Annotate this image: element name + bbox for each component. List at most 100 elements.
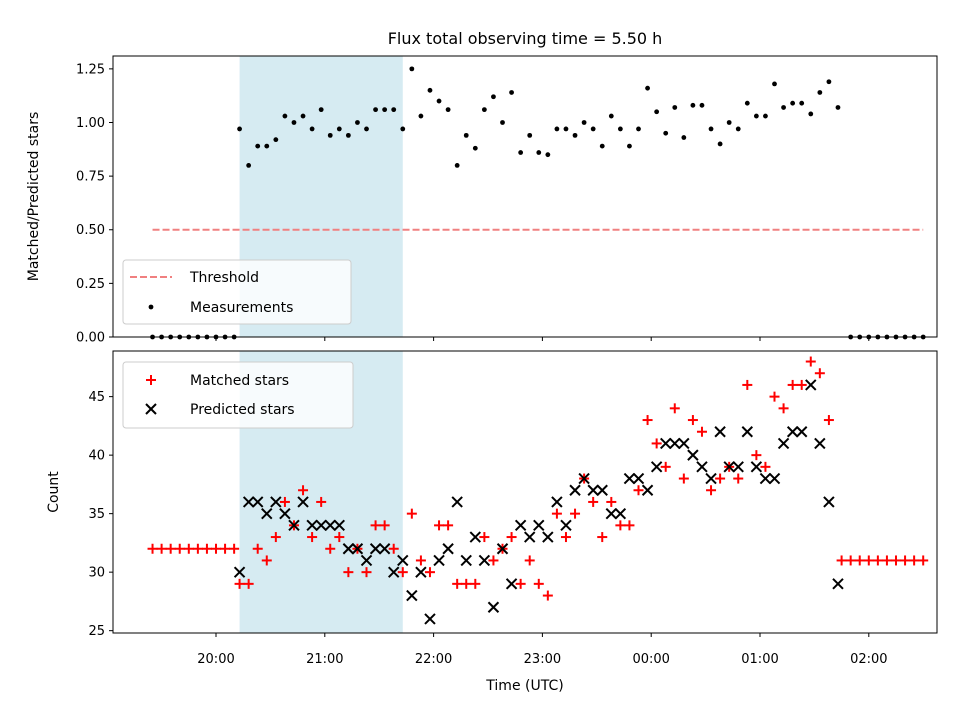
measurement-point (617, 126, 623, 132)
matched-point (872, 555, 883, 566)
y-tick-label: 45 (88, 390, 105, 405)
matched-point (452, 578, 463, 589)
matched-point (234, 578, 245, 589)
predicted-point (560, 519, 572, 532)
matched-point (881, 555, 892, 566)
measurement-point (364, 126, 369, 132)
predicted-point (687, 449, 699, 461)
predicted-point (659, 437, 672, 450)
predicted-point (270, 496, 282, 508)
predicted-point (397, 554, 409, 567)
predicted-point (369, 543, 382, 555)
measurement-point (563, 126, 569, 132)
measurement-point (599, 143, 605, 149)
measurement-point (826, 79, 832, 85)
predicted-point (596, 484, 608, 496)
predicted-point (823, 496, 835, 508)
measurement-point (654, 109, 660, 115)
matched-point (443, 520, 454, 531)
matched-point (533, 578, 544, 589)
matched-point (434, 520, 445, 531)
matched-point (220, 543, 231, 554)
predicted-point (306, 519, 318, 532)
matched-point (243, 578, 254, 589)
predicted-point (614, 507, 627, 520)
matched-point (863, 555, 874, 566)
matched-point (900, 555, 911, 566)
measurement-point (391, 107, 397, 113)
top-legend: Threshold Measurements (122, 259, 352, 325)
matched-point (918, 555, 929, 566)
measurement-point (300, 113, 306, 119)
matched-point (183, 543, 194, 554)
matched-point (252, 543, 263, 554)
measurement-point (500, 120, 505, 125)
y-tick-label: 0.75 (76, 170, 105, 185)
matched-point (334, 532, 345, 543)
measurement-point (445, 107, 451, 113)
measurement-point (763, 113, 768, 119)
predicted-point (805, 379, 817, 391)
measurement-point (672, 105, 678, 110)
matched-point (488, 555, 499, 566)
measurement-point (536, 150, 542, 155)
measurement-point (382, 107, 388, 113)
matched-point (424, 567, 435, 578)
predicted-point (732, 461, 744, 473)
measurement-point (463, 132, 469, 138)
matched-point (751, 450, 762, 461)
predicted-point (705, 472, 717, 485)
measurement-point (246, 162, 252, 168)
measurement-point (699, 102, 705, 108)
matched-point (560, 532, 571, 543)
predicted-point (288, 519, 300, 532)
predicted-stars-points (233, 379, 844, 625)
predicted-point (233, 566, 246, 578)
matched-point (542, 590, 553, 601)
measurement-point (345, 132, 351, 138)
y-tick-label: 1.00 (76, 116, 105, 131)
predicted-point (487, 601, 500, 613)
measurement-points (150, 66, 926, 340)
measurement-point (690, 102, 696, 108)
measurement-point (608, 113, 614, 119)
bottom-legend-box (122, 361, 354, 429)
y-tick-label: 35 (88, 507, 105, 522)
y-tick-label: 0.50 (76, 223, 105, 238)
legend-matched-label: Matched stars (190, 373, 289, 389)
chart-title: Flux total observing time = 5.50 h (388, 29, 663, 48)
bottom-legend: Matched stars Predicted stars (122, 361, 354, 429)
measurement-point (237, 126, 242, 132)
measurement-point (590, 126, 596, 132)
bottom-y-ticks: 25 30 35 40 45 (88, 390, 113, 639)
measurement-point (436, 98, 442, 104)
measurement-point (545, 152, 551, 158)
matched-point (343, 567, 354, 578)
predicted-point (496, 543, 509, 555)
measurement-point (355, 120, 360, 125)
measurement-point (726, 120, 732, 125)
predicted-point (750, 461, 763, 473)
measurement-point (581, 120, 587, 125)
predicted-point (551, 496, 563, 508)
matched-point (854, 555, 865, 566)
measurement-point (808, 111, 814, 117)
predicted-point (542, 531, 554, 543)
measurement-point (400, 126, 406, 132)
matched-point (778, 403, 789, 414)
measurement-point (472, 145, 478, 151)
matched-point (651, 438, 662, 449)
matched-point (909, 555, 920, 566)
measurement-point (753, 113, 759, 119)
predicted-point (786, 426, 799, 438)
predicted-point (478, 554, 491, 567)
predicted-point (360, 554, 373, 567)
measurement-point (418, 113, 424, 119)
predicted-point (723, 461, 735, 473)
predicted-point (759, 472, 772, 485)
top-x-ticks (215, 337, 870, 341)
matched-point (361, 567, 372, 578)
matched-point (678, 473, 689, 484)
predicted-point (415, 566, 427, 578)
legend-measurements-label: Measurements (190, 300, 293, 316)
